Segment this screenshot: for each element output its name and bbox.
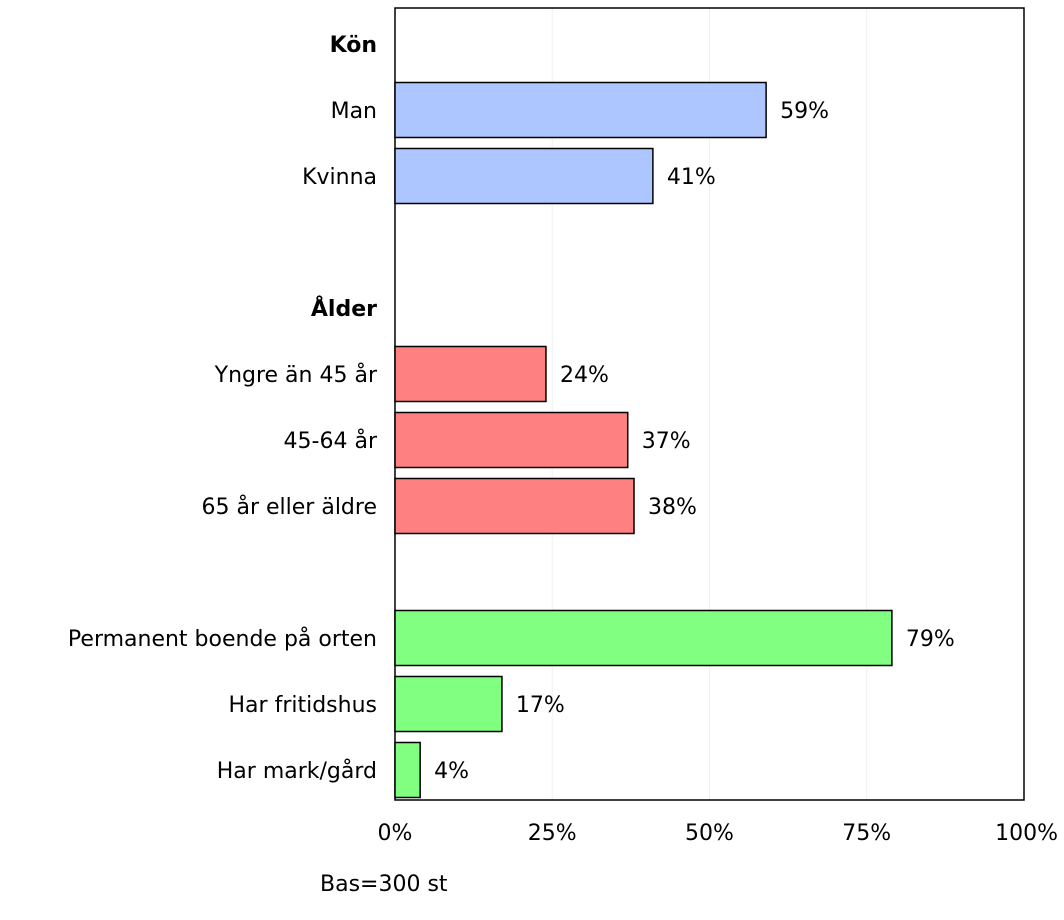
category-label: Har fritidshus: [229, 693, 377, 718]
bar: [394, 147, 654, 205]
data-label: 17%: [516, 693, 565, 718]
category-label: Yngre än 45 år: [214, 362, 378, 388]
group-header: Kön: [330, 33, 377, 58]
x-tick-label: 50%: [685, 821, 734, 846]
x-tick-label: 0%: [378, 821, 413, 846]
data-label: 37%: [642, 429, 691, 454]
data-label: 38%: [648, 495, 697, 520]
category-label: 45-64 år: [284, 428, 378, 454]
plot-frame: [394, 7, 1025, 801]
data-label: 4%: [434, 759, 469, 784]
bar: [394, 81, 767, 139]
bar: [394, 675, 503, 733]
category-label: Har mark/gård: [217, 758, 377, 784]
data-label: 79%: [906, 627, 955, 652]
bar: [394, 741, 421, 799]
data-label: 41%: [667, 165, 716, 190]
data-label: 24%: [560, 363, 609, 388]
bar: [394, 345, 547, 403]
x-tick-label: 75%: [842, 821, 891, 846]
category-label: Kvinna: [302, 165, 377, 190]
x-tick-label: 25%: [528, 821, 577, 846]
x-tick-label: 100%: [995, 821, 1058, 846]
base-footnote: Bas=300 st: [320, 872, 448, 897]
category-label: Permanent boende på orten: [68, 626, 377, 652]
bar: [394, 411, 629, 469]
category-label: Man: [331, 99, 377, 124]
bar: [394, 477, 635, 535]
bar: [394, 609, 893, 667]
data-label: 59%: [780, 99, 829, 124]
category-label: 65 år eller äldre: [202, 494, 378, 520]
group-header: Ålder: [311, 296, 377, 322]
